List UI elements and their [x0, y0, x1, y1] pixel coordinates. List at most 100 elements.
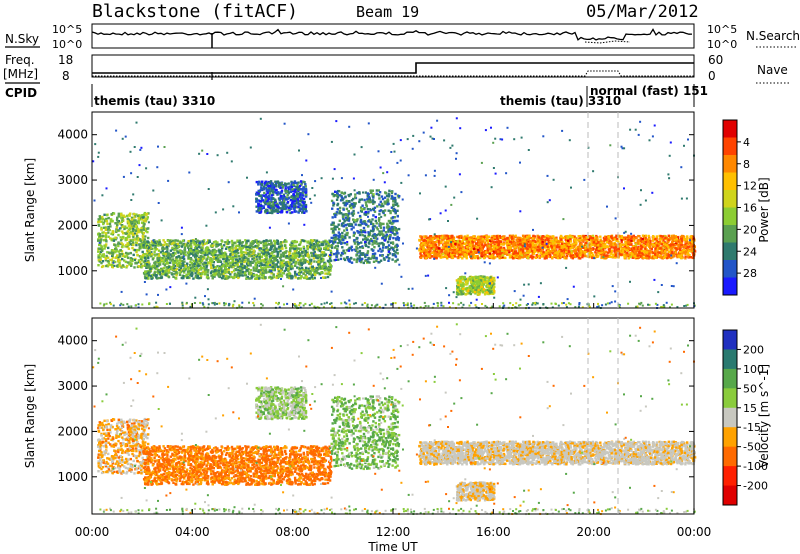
- power-echo-point: [206, 247, 210, 250]
- freq-strip-frame: [91, 54, 695, 78]
- power-echo-point: [339, 199, 343, 202]
- power-echo-point: [257, 190, 261, 194]
- power-echo-point: [262, 199, 265, 202]
- power-echo-point: [293, 204, 296, 208]
- power-echo-point: [296, 258, 300, 262]
- power-echo-point: [240, 241, 243, 245]
- power-echo-point: [128, 261, 132, 265]
- power-echo-point: [352, 231, 356, 234]
- power-echo-point: [227, 271, 231, 274]
- power-echo-point: [382, 257, 386, 260]
- power-echo-point: [356, 257, 359, 260]
- power-echo-point: [321, 260, 324, 263]
- power-echo-point: [133, 248, 137, 252]
- power-echo-point: [361, 257, 364, 261]
- power-echo-point: [146, 275, 149, 278]
- power-echo-point: [241, 258, 244, 261]
- power-echo-point: [362, 238, 365, 241]
- power-echo-point: [205, 258, 208, 262]
- power-echo-point: [245, 248, 248, 251]
- power-echo-point: [419, 235, 422, 238]
- power-echo-point: [310, 251, 313, 255]
- power-echo-point: [392, 253, 396, 256]
- power-echo-point: [230, 239, 234, 243]
- power-echo-point: [324, 253, 328, 256]
- power-echo-point: [284, 251, 287, 254]
- power-echo-point: [226, 257, 229, 260]
- power-echo-point: [366, 260, 370, 263]
- power-echo-point: [184, 244, 187, 248]
- power-echo-point: [327, 248, 330, 251]
- power-echo-point: [356, 191, 359, 195]
- power-echo-point: [390, 195, 394, 198]
- power-echo-point: [150, 240, 154, 243]
- power-echo-point: [237, 276, 240, 280]
- power-echo-point: [395, 228, 399, 232]
- power-echo-point: [208, 262, 212, 265]
- power-echo-point: [347, 210, 350, 213]
- power-echo-point: [190, 258, 193, 261]
- power-echo-point: [271, 201, 275, 204]
- power-echo-point: [122, 214, 125, 217]
- power-echo-point: [258, 194, 261, 197]
- power-echo-point: [396, 204, 400, 208]
- power-echo-point: [141, 216, 145, 219]
- power-echo-point: [270, 272, 273, 275]
- power-echo-point: [150, 277, 153, 280]
- power-echo-point: [249, 269, 253, 272]
- power-echo-point: [274, 257, 278, 260]
- power-echo-point: [298, 193, 301, 196]
- power-echo-point: [234, 250, 238, 253]
- power-echo-point: [275, 275, 279, 278]
- power-echo-point: [224, 266, 227, 270]
- power-echo-point: [304, 189, 307, 192]
- power-echo-point: [302, 201, 305, 205]
- power-echo-point: [372, 260, 376, 263]
- power-echo-point: [332, 237, 335, 240]
- power-echo-point: [106, 228, 110, 231]
- power-echo-point: [190, 245, 193, 248]
- power-echo-point: [287, 208, 290, 211]
- power-echo-point: [338, 228, 341, 231]
- power-echo-point: [259, 259, 263, 263]
- power-echo-point: [277, 181, 280, 184]
- power-echo-point: [383, 239, 387, 242]
- power-echo-point: [127, 247, 131, 250]
- power-echo-point: [257, 203, 260, 206]
- power-echo-point: [343, 251, 347, 255]
- power-echo-point: [329, 259, 333, 262]
- power-echo-point: [391, 229, 394, 233]
- power-echo-point: [117, 241, 120, 244]
- power-echo-point: [367, 233, 371, 236]
- power-echo-point: [293, 250, 296, 253]
- power-echo-point: [378, 191, 382, 194]
- power-echo-point: [267, 197, 270, 201]
- power-echo-point: [270, 245, 273, 248]
- power-echo-point: [210, 274, 213, 277]
- power-echo-point: [369, 229, 373, 232]
- power-echo-point: [115, 228, 118, 231]
- power-echo-point: [228, 241, 231, 244]
- power-echo-point: [157, 259, 160, 262]
- power-echo-point: [277, 261, 280, 264]
- power-echo-point: [132, 219, 135, 222]
- power-echo-point: [166, 260, 169, 264]
- power-echo-point: [127, 234, 130, 237]
- power-echo-point: [201, 255, 204, 258]
- power-echo-point: [319, 256, 322, 259]
- freq-bottom-tick: 8: [62, 69, 70, 83]
- power-echo-point: [393, 219, 396, 223]
- power-echo-point: [257, 270, 260, 273]
- power-echo-point: [123, 227, 126, 231]
- power-echo-point: [274, 188, 277, 191]
- power-echo-point: [124, 238, 127, 242]
- power-echo-point: [288, 257, 291, 261]
- power-echo-point: [356, 218, 359, 221]
- power-echo-point: [297, 272, 301, 275]
- cpid-segment-1: themis (tau) 3310: [94, 94, 215, 108]
- power-echo-point: [264, 208, 268, 211]
- power-echo-point: [147, 256, 150, 260]
- power-echo-point: [370, 221, 373, 224]
- power-echo-point: [139, 238, 142, 241]
- power-echo-point: [159, 268, 162, 272]
